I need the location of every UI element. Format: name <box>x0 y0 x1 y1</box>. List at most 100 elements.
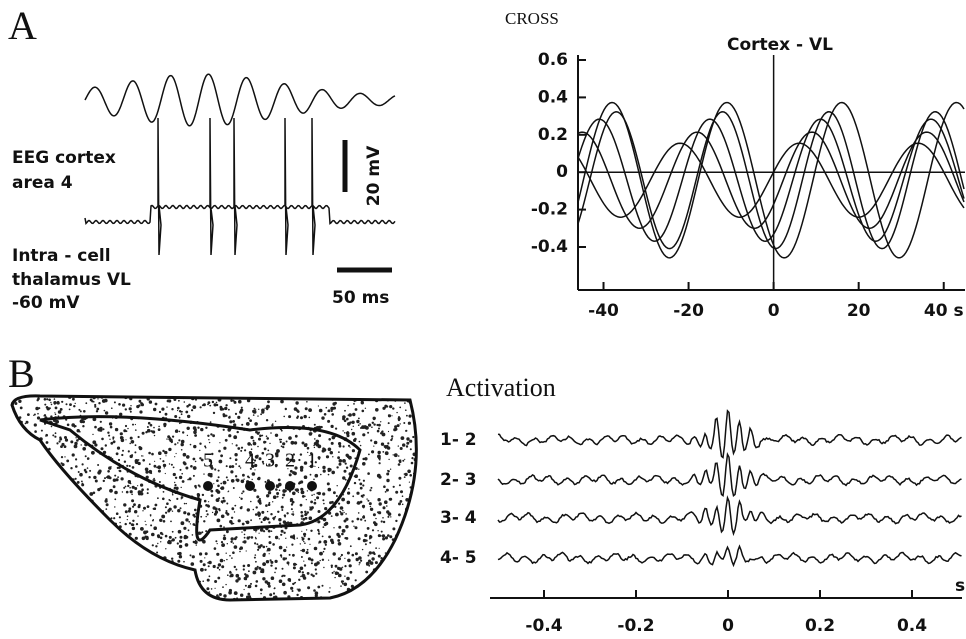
stipple <box>284 515 286 518</box>
stipple <box>331 470 336 475</box>
stipple <box>276 492 280 495</box>
stipple <box>374 561 378 565</box>
stipple <box>153 507 157 511</box>
stipple <box>400 436 405 440</box>
stipple <box>274 567 278 570</box>
stipple <box>208 560 212 565</box>
stipple <box>305 551 309 555</box>
stipple <box>226 530 229 534</box>
stipple <box>387 469 389 472</box>
stipple <box>204 445 207 448</box>
stipple <box>156 564 159 567</box>
stipple <box>22 509 26 513</box>
stipple <box>42 510 47 515</box>
stipple <box>171 530 174 533</box>
stipple <box>168 399 172 403</box>
stipple <box>79 593 83 598</box>
stipple <box>282 493 286 497</box>
stipple <box>193 602 195 604</box>
stipple <box>48 467 51 470</box>
stipple <box>104 553 106 555</box>
stipple <box>124 522 127 526</box>
stipple <box>396 564 400 567</box>
stipple <box>332 552 336 556</box>
stipple <box>317 532 321 535</box>
stipple <box>301 548 306 553</box>
stipple <box>336 466 339 469</box>
stipple <box>254 554 257 556</box>
stipple <box>25 583 28 585</box>
stipple <box>346 500 351 505</box>
stipple <box>187 571 191 575</box>
stipple <box>372 513 376 517</box>
stipple <box>368 564 371 567</box>
stipple <box>329 587 331 589</box>
stipple <box>330 538 334 543</box>
stipple <box>222 586 224 588</box>
stipple <box>398 577 402 581</box>
stipple <box>96 580 99 583</box>
stipple <box>146 505 150 508</box>
stipple <box>342 476 346 480</box>
stipple <box>320 473 322 476</box>
stipple <box>45 591 48 595</box>
stipple <box>376 473 381 478</box>
stipple <box>229 575 232 578</box>
stipple <box>209 464 213 468</box>
stipple <box>216 518 221 523</box>
stipple <box>33 423 37 427</box>
stipple <box>288 553 291 556</box>
stipple <box>263 447 267 451</box>
stipple <box>352 425 354 427</box>
stipple <box>399 406 402 409</box>
stipple <box>394 425 398 429</box>
stipple <box>322 469 326 473</box>
stipple <box>243 536 246 539</box>
stipple <box>394 554 398 557</box>
stipple <box>127 450 130 453</box>
stipple <box>245 574 249 578</box>
stipple <box>292 553 295 557</box>
y-tick-label: 0.4 <box>538 87 568 107</box>
stipple <box>81 582 85 586</box>
stipple <box>44 527 47 531</box>
stipple <box>180 568 185 573</box>
stipple <box>64 438 69 442</box>
stipple <box>193 444 197 449</box>
stipple <box>227 574 229 576</box>
stipple <box>313 546 318 551</box>
stipple <box>156 551 159 554</box>
stipple <box>194 434 198 437</box>
stipple <box>15 438 19 442</box>
stipple <box>114 490 118 495</box>
stipple <box>79 546 82 549</box>
stipple <box>399 500 403 503</box>
stipple <box>86 548 89 550</box>
stipple <box>300 487 304 491</box>
stipple <box>299 566 304 571</box>
stipple <box>171 408 174 411</box>
stipple <box>322 448 327 452</box>
stipple <box>280 505 284 509</box>
stipple <box>310 460 313 463</box>
stipple <box>12 508 13 511</box>
stipple <box>23 522 25 525</box>
stipple <box>283 415 286 418</box>
stipple <box>411 457 414 460</box>
stipple <box>56 515 60 519</box>
stipple <box>340 553 343 557</box>
stipple <box>72 510 75 514</box>
stipple <box>321 584 324 587</box>
stipple <box>305 529 308 531</box>
stipple <box>94 443 98 447</box>
stipple <box>134 423 136 426</box>
stipple <box>210 473 213 476</box>
stipple <box>39 469 43 473</box>
stipple <box>180 439 185 444</box>
stipple <box>29 466 33 471</box>
electrode-label: 4 <box>245 450 255 472</box>
stipple <box>222 428 225 431</box>
stipple <box>212 506 216 510</box>
stipple <box>130 575 134 579</box>
stipple <box>254 513 258 516</box>
